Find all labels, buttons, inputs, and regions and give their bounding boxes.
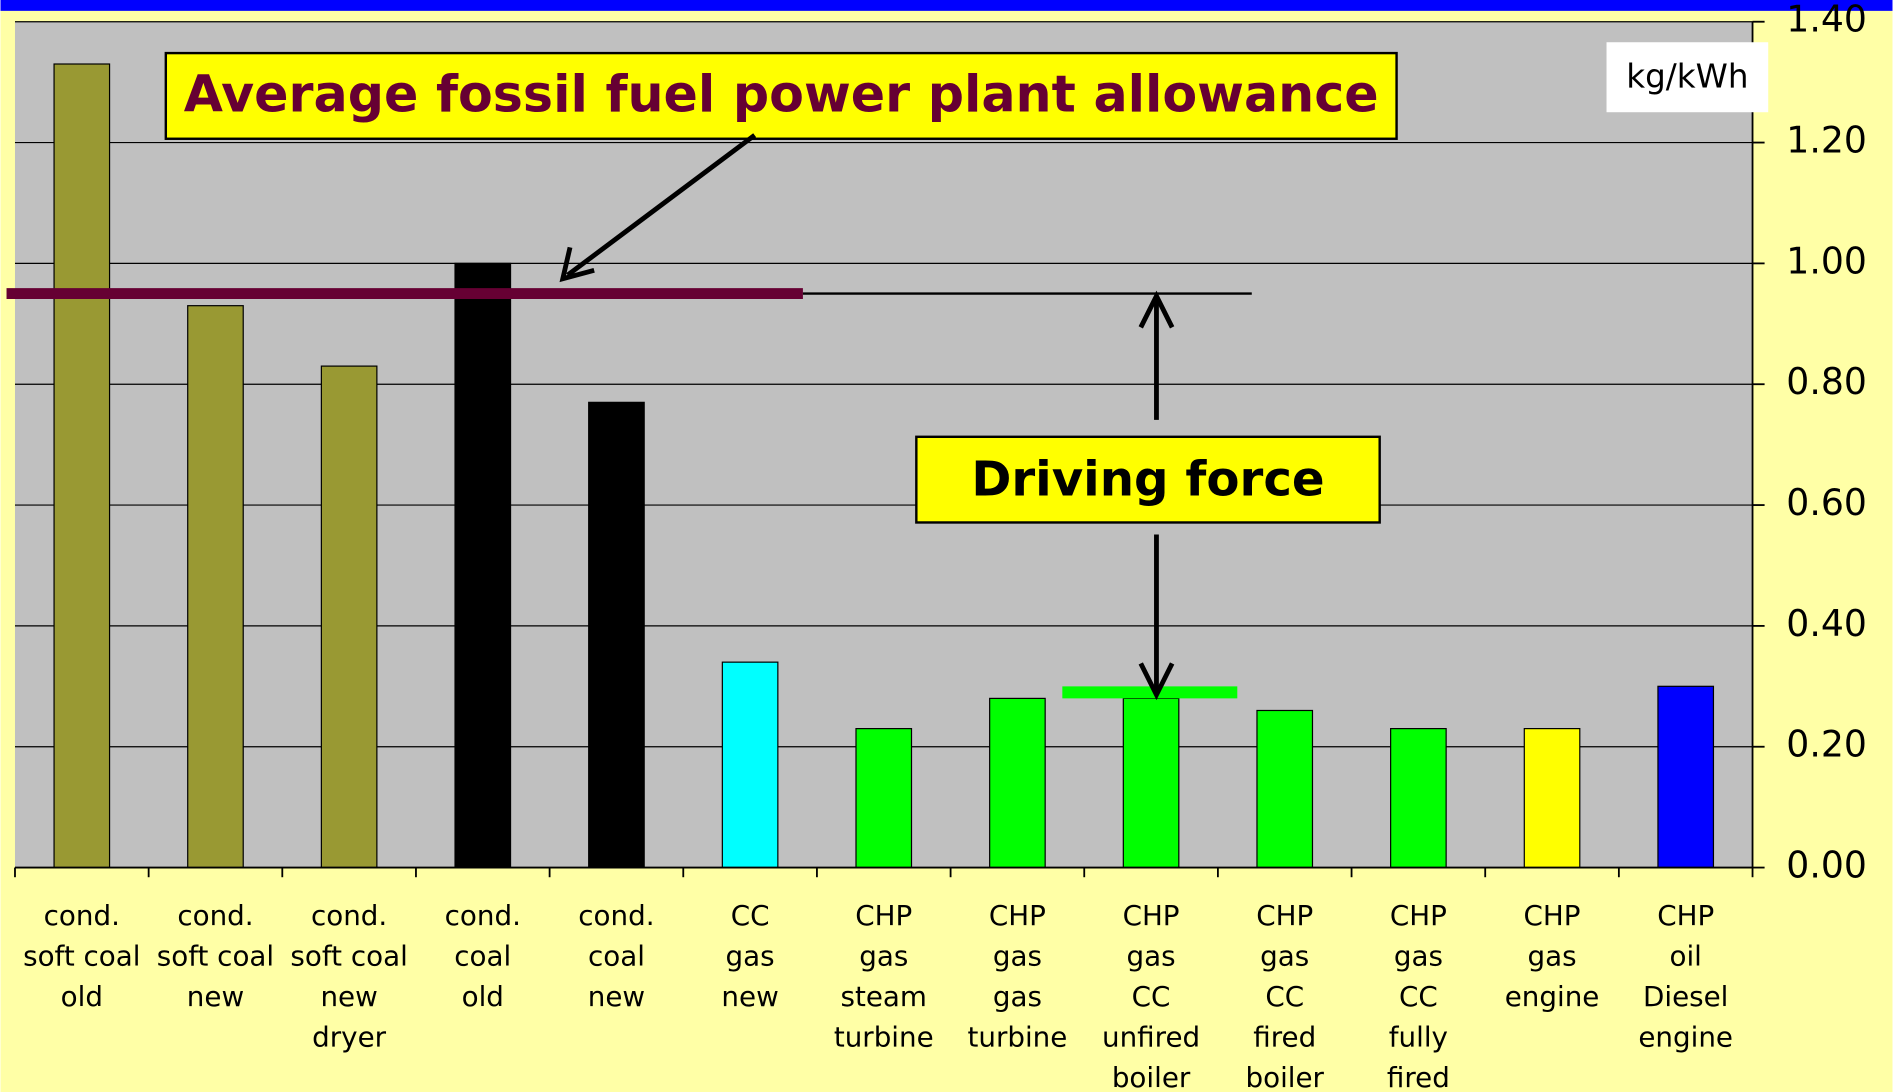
- x-tick-label: gas: [993, 940, 1042, 973]
- x-tick-label: CC: [1132, 980, 1171, 1013]
- x-tick-label: CC: [1265, 980, 1304, 1013]
- axes: 0.00 0.20 0.40 0.60 0.80 1.00 1.20 1.40: [14, 0, 1867, 887]
- x-tick-label: soft coal: [290, 940, 407, 973]
- x-tick-label: gas: [726, 940, 775, 973]
- grid: [14, 21, 1753, 869]
- bar: [1523, 728, 1581, 869]
- x-tick-label: cond.: [311, 899, 387, 932]
- x-tick-label: new: [187, 980, 244, 1013]
- arrow-head: [1138, 662, 1175, 701]
- bar: [721, 661, 779, 869]
- arrow: [566, 133, 757, 278]
- x-tick-label: unfired: [1102, 1021, 1200, 1054]
- x-tick-label: new: [721, 980, 778, 1013]
- x-tick-label: gas: [1260, 940, 1309, 973]
- x-tick-label: gas: [993, 980, 1042, 1013]
- x-labels: cond. soft coal old cond. soft coal new cond. s…: [23, 899, 1733, 1092]
- x-tick-label: cond.: [445, 899, 521, 932]
- y-tick-label: 0.80: [1786, 360, 1867, 403]
- title-box: [164, 51, 1398, 140]
- bar: [855, 728, 913, 869]
- x-tick-label: oil: [1669, 940, 1701, 973]
- unit-box: [1606, 42, 1769, 113]
- x-tick-label: Diesel: [1643, 980, 1728, 1013]
- x-tick-label: CHP: [1657, 899, 1714, 932]
- x-tick-label: CHP: [989, 899, 1046, 932]
- x-tick-label: CHP: [855, 899, 912, 932]
- x-tick-label: gas: [859, 940, 908, 973]
- bar: [588, 401, 645, 869]
- x-tick-label: CHP: [1524, 899, 1581, 932]
- bar: [1657, 685, 1715, 869]
- x-tick-label: engine: [1638, 1021, 1733, 1054]
- bars: [53, 63, 1715, 869]
- x-tick-label: gas: [1127, 940, 1176, 973]
- annotation-box: [915, 435, 1381, 524]
- x-tick-label: fired: [1387, 1061, 1450, 1092]
- x-tick-label: CC: [731, 899, 770, 932]
- bar: [454, 262, 512, 869]
- x-tick-label: CHP: [1390, 899, 1447, 932]
- arrow-head: [559, 246, 595, 283]
- x-tick-label: coal: [454, 940, 511, 973]
- bar: [320, 365, 378, 869]
- x-tick-label: cond.: [177, 899, 253, 932]
- arrow-head: [1138, 290, 1175, 329]
- x-tick-label: turbine: [967, 1021, 1067, 1054]
- x-tick-label: gas: [1394, 940, 1443, 973]
- x-tick-label: CC: [1399, 980, 1438, 1013]
- plot-area: [14, 21, 1753, 868]
- annotation: Driving force: [971, 452, 1324, 508]
- x-tick-label: cond.: [44, 899, 120, 932]
- x-tick-label: fully: [1389, 1021, 1448, 1054]
- x-tick-label: new: [320, 980, 377, 1013]
- reference-lines: [6, 288, 1252, 699]
- x-tick-label: new: [588, 980, 645, 1013]
- x-tick-label: coal: [588, 940, 645, 973]
- x-tick-label: fired: [1253, 1021, 1316, 1054]
- x-tick-label: CHP: [1256, 899, 1313, 932]
- bar: [1390, 728, 1447, 869]
- bar: [53, 63, 111, 869]
- x-tick-label: old: [61, 980, 103, 1013]
- bar: [1256, 709, 1314, 869]
- x-tick-label: boiler: [1245, 1061, 1324, 1092]
- y-tick-label: 0.40: [1786, 602, 1867, 645]
- bar: [989, 697, 1046, 869]
- chart-title: Average fossil fuel power plant allowanc…: [184, 65, 1379, 124]
- x-tick-label: old: [462, 980, 504, 1013]
- bar: [187, 305, 244, 869]
- x-tick-label: boiler: [1112, 1061, 1191, 1092]
- x-tick-label: engine: [1505, 980, 1600, 1013]
- y-tick-label: 1.20: [1786, 119, 1867, 162]
- y-tick-label: 1.00: [1786, 239, 1867, 282]
- y-tick-label: 0.20: [1786, 723, 1867, 766]
- x-tick-label: steam: [841, 980, 927, 1013]
- x-tick-label: turbine: [834, 1021, 934, 1054]
- unit-label: kg/kWh: [1626, 57, 1748, 95]
- x-tick-label: soft coal: [23, 940, 140, 973]
- bar: [1122, 697, 1180, 869]
- x-tick-label: dryer: [312, 1021, 387, 1054]
- y-tick-label: 0.60: [1786, 481, 1867, 524]
- x-tick-label: soft coal: [157, 940, 274, 973]
- x-tick-label: CHP: [1123, 899, 1180, 932]
- x-tick-label: gas: [1528, 940, 1577, 973]
- y-tick-label: 0.00: [1786, 844, 1867, 887]
- x-tick-label: cond.: [578, 899, 654, 932]
- y-tick-label: 1.40: [1786, 0, 1867, 41]
- top-band: [0, 0, 1893, 11]
- driving-arrows: [1138, 290, 1175, 701]
